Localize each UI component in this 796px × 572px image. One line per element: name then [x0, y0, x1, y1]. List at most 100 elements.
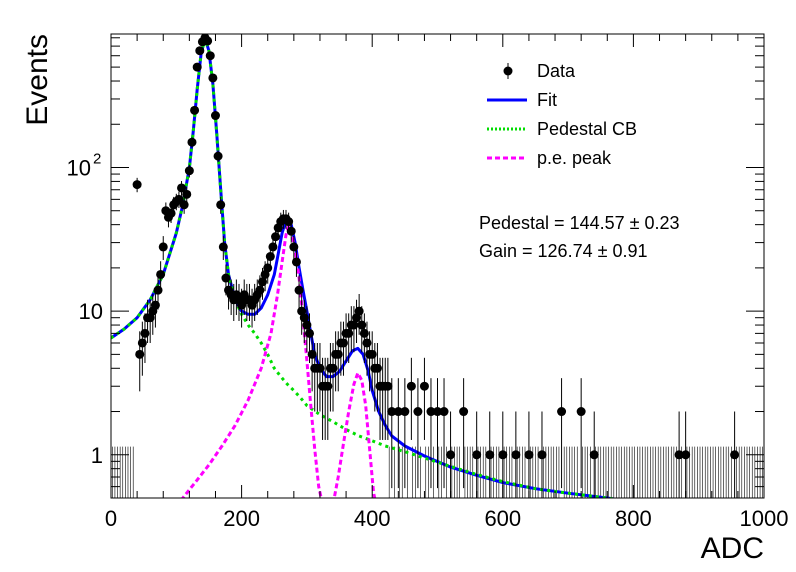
data-point-marker — [291, 257, 301, 267]
data-point-marker — [156, 269, 166, 279]
data-point — [576, 378, 586, 489]
data-point-marker — [182, 189, 192, 199]
y-tick-label-exponent: 2 — [93, 150, 101, 167]
legend-label-data: Data — [537, 61, 576, 81]
data-point-marker — [472, 450, 482, 460]
data-point-marker — [400, 407, 410, 417]
data-point-marker — [135, 349, 145, 359]
data-point-marker — [263, 263, 273, 273]
data-point-marker — [166, 208, 176, 218]
data-point-marker — [323, 381, 333, 391]
data-point-marker — [195, 46, 205, 56]
data-point — [681, 411, 691, 498]
data-point-marker — [210, 111, 220, 121]
data-point-marker — [307, 349, 317, 359]
data-point — [439, 378, 449, 489]
data-point-marker — [362, 338, 372, 348]
data-point-marker — [359, 328, 369, 338]
data-point-marker — [730, 450, 740, 460]
data-point — [203, 36, 213, 46]
data-point-marker — [177, 183, 187, 193]
data-point — [485, 411, 495, 498]
data-point — [184, 164, 194, 178]
series-pedestal-cb-line — [111, 37, 618, 498]
data-point-marker — [485, 450, 495, 460]
data-point — [730, 411, 740, 498]
data-point-marker — [413, 407, 423, 417]
data-point — [406, 357, 416, 440]
data-point-marker — [406, 381, 416, 391]
x-axis-title: ADC — [701, 532, 764, 565]
data-point-marker — [208, 73, 218, 83]
data-point — [383, 357, 393, 440]
data-point — [289, 236, 299, 260]
data-point-marker — [203, 36, 213, 46]
data-point-marker — [419, 381, 429, 391]
pedestal-annotation: Pedestal = 144.57 ± 0.23 — [479, 213, 680, 233]
legend-label-pedestal: Pedestal CB — [537, 119, 637, 139]
data-point-marker — [284, 217, 294, 227]
data-point — [210, 111, 220, 121]
y-tick-label: 10 — [67, 155, 91, 180]
x-axis: 0 200 400 600 800 1000 — [105, 34, 789, 531]
legend-label-pe: p.e. peak — [537, 148, 612, 168]
data-point-marker — [674, 450, 684, 460]
data-point-marker — [216, 200, 226, 210]
x-tick-label: 600 — [484, 506, 521, 531]
data-point — [132, 177, 142, 193]
data-point — [208, 73, 218, 83]
legend: Data Fit Pedestal CB p.e. peak — [487, 61, 637, 168]
data-point-marker — [433, 407, 442, 417]
data-point-marker — [205, 51, 215, 61]
data-point-marker — [354, 306, 364, 316]
data-point-marker — [192, 62, 202, 72]
data-point-marker — [426, 407, 436, 417]
data-point-marker — [511, 450, 521, 460]
data-point — [524, 411, 534, 498]
data-point-marker — [218, 242, 228, 252]
data-point-marker — [302, 320, 312, 330]
data-point-marker — [315, 363, 325, 373]
data-point — [674, 411, 684, 498]
data-point-marker — [294, 285, 304, 295]
data-point-marker — [221, 273, 231, 283]
data-point-marker — [190, 105, 200, 115]
data-point — [426, 378, 436, 489]
data-point — [294, 275, 304, 310]
data-point-marker — [265, 252, 275, 262]
data-point-marker — [537, 450, 547, 460]
y-tick-label: 10 — [79, 299, 103, 324]
x-tick-label: 1000 — [740, 506, 789, 531]
data-point-marker — [681, 450, 691, 460]
data-point — [158, 236, 168, 260]
data-point-marker — [344, 328, 354, 338]
gain-annotation: Gain = 126.74 ± 0.91 — [479, 241, 648, 261]
x-tick-label: 0 — [105, 506, 117, 531]
data-point — [387, 378, 397, 489]
y-tick-label: 1 — [91, 443, 103, 468]
data-point — [182, 187, 192, 203]
data-point — [400, 378, 410, 489]
data-point-marker — [357, 320, 367, 330]
data-point — [511, 411, 521, 498]
data-point — [446, 411, 456, 498]
data-point-marker — [393, 407, 403, 417]
legend-entry-pe: p.e. peak — [487, 148, 612, 168]
data-point — [537, 411, 547, 498]
data-point — [393, 378, 403, 489]
data-point-marker — [153, 285, 163, 295]
data-point — [557, 378, 567, 489]
data-point — [413, 378, 423, 489]
data-point — [190, 105, 200, 115]
data-point-marker — [372, 363, 382, 373]
data-point-marker — [589, 450, 599, 460]
data-points — [132, 34, 740, 498]
data-point-marker — [524, 450, 534, 460]
data-point-marker — [179, 200, 189, 210]
data-point-marker — [439, 407, 449, 417]
legend-label-fit: Fit — [537, 90, 557, 110]
legend-entry-data: Data — [503, 61, 576, 81]
legend-entry-fit: Fit — [487, 90, 557, 110]
